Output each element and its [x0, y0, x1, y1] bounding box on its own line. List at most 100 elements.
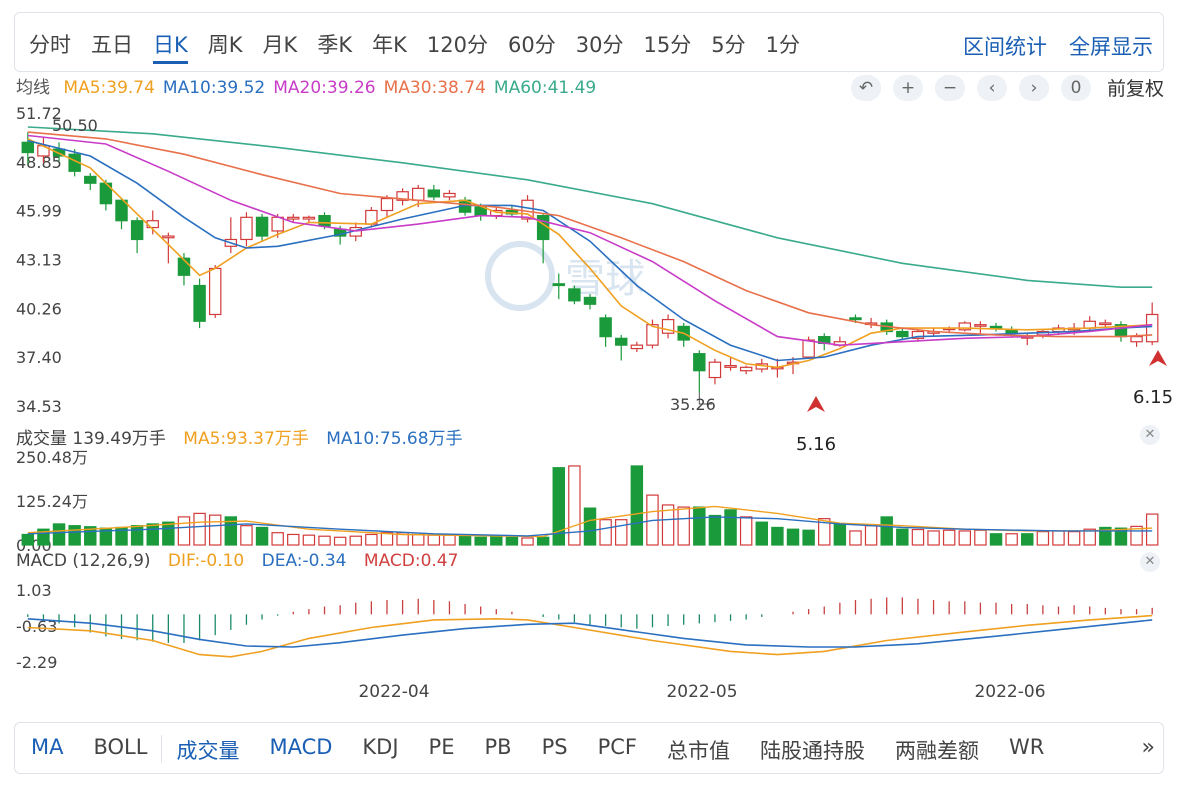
volume-bar: [333, 536, 347, 546]
period-tab-11[interactable]: 5分: [711, 33, 746, 57]
candle-body: [583, 296, 597, 305]
undo-icon[interactable]: ↶: [850, 74, 881, 101]
period-tab-5[interactable]: 季K: [317, 33, 353, 57]
volume-bar: [146, 523, 159, 546]
low-pointer-line: [698, 392, 712, 405]
period-tab-10[interactable]: 15分: [643, 33, 692, 57]
volume-bar: [365, 533, 378, 546]
period-tab-4[interactable]: 月K: [262, 33, 298, 57]
indicator-tab-9[interactable]: 总市值: [666, 739, 730, 763]
volume-bar: [1083, 528, 1096, 546]
candle-body: [552, 283, 565, 287]
volume-bar: [1067, 531, 1081, 546]
candle-body: [130, 220, 144, 241]
macd-axis-label: -2.29: [16, 653, 57, 672]
ma-line-ma60: [27, 126, 1153, 288]
period-tab-2[interactable]: 日K: [153, 31, 188, 64]
zoom-in-icon[interactable]: +: [892, 74, 923, 101]
volume-legend-main: 成交量 139.49万手: [16, 429, 166, 449]
candle-body: [318, 215, 331, 227]
indicator-tab-7[interactable]: PS: [541, 735, 568, 759]
period-tab-6[interactable]: 年K: [372, 33, 407, 57]
kline-chart[interactable]: 雪球51.7248.8545.9943.1340.2637.4034.5350.…: [0, 0, 1178, 720]
indicator-tab-2[interactable]: 成交量: [176, 739, 240, 763]
volume-bar: [458, 535, 472, 546]
indicator-tab-4[interactable]: KDJ: [362, 735, 399, 759]
indicator-tab-3[interactable]: MACD: [269, 735, 333, 759]
macd-dea-line: [27, 618, 1153, 648]
volume-bar: [755, 521, 769, 546]
period-tab-8[interactable]: 60分: [508, 33, 556, 57]
next-icon[interactable]: ›: [1018, 74, 1049, 101]
volume-bar: [162, 521, 175, 546]
ma-line-ma5: [27, 138, 1153, 369]
candle-body: [958, 322, 972, 331]
candle-body: [302, 216, 316, 220]
top-price-label: 50.50: [52, 116, 98, 135]
x-axis-label: 2022-04: [358, 682, 429, 702]
indicator-tab-8[interactable]: PCF: [597, 735, 637, 759]
volume-bar: [37, 528, 50, 546]
candle-body: [974, 324, 987, 327]
volume-legend: 成交量 139.49万手 MA5:93.37万手 MA10:75.68万手: [16, 424, 475, 449]
candle-body: [84, 175, 97, 184]
fullscreen-button[interactable]: 全屏显示: [1069, 35, 1153, 59]
prev-icon[interactable]: ‹: [976, 74, 1007, 101]
watermark-logo-icon: [485, 241, 555, 311]
volume-bar: [208, 514, 222, 546]
adjust-selector[interactable]: 前复权: [1106, 78, 1164, 100]
low-price-label: 35.26: [670, 395, 716, 414]
candle-body: [427, 189, 441, 198]
volume-bar: [864, 525, 878, 546]
price-axis-label: 43.13: [16, 250, 62, 269]
interval-stats-button[interactable]: 区间统计: [963, 35, 1047, 59]
volume-bar: [849, 530, 862, 546]
price-axis-label: 40.26: [16, 299, 62, 318]
volume-bar: [615, 519, 628, 546]
volume-bar: [1099, 526, 1112, 546]
candle-body: [396, 191, 409, 201]
volume-bar: [1130, 525, 1143, 546]
period-tab-0[interactable]: 分时: [29, 33, 71, 57]
reset-icon[interactable]: 0: [1060, 74, 1091, 101]
indicator-tab-12[interactable]: WR: [1008, 735, 1045, 759]
top-actions: 区间统计 全屏显示: [963, 31, 1153, 61]
volume-bar: [724, 509, 737, 546]
period-tab-3[interactable]: 周K: [207, 33, 243, 57]
indicator-tab-0[interactable]: MA: [31, 735, 64, 759]
volume-bar: [380, 532, 394, 546]
candle-body: [443, 192, 456, 198]
candle-body: [1099, 322, 1112, 326]
candle-body: [615, 337, 628, 346]
candle-body: [708, 361, 722, 379]
candle-body: [646, 324, 659, 346]
volume-bar: [568, 465, 581, 546]
ma-legend-item: MA60:41.49: [493, 78, 597, 98]
candle-body: [240, 216, 253, 241]
indicator-tab-1[interactable]: BOLL: [93, 735, 148, 759]
volume-bar: [1114, 527, 1128, 546]
volume-bar: [443, 534, 456, 546]
volume-bar: [193, 512, 206, 546]
event-marker-icon: [807, 396, 825, 412]
close-macd-icon[interactable]: ✕: [1140, 552, 1160, 572]
volume-bar: [974, 529, 987, 546]
period-tab-9[interactable]: 30分: [575, 33, 624, 57]
candle-body: [146, 220, 159, 229]
close-volume-icon[interactable]: ✕: [1140, 425, 1160, 445]
period-tab-7[interactable]: 120分: [426, 33, 488, 57]
volume-bar: [958, 530, 972, 546]
macd-axis-label: 1.03: [16, 581, 52, 600]
indicator-tab-5[interactable]: PE: [428, 735, 455, 759]
zoom-out-icon[interactable]: −: [934, 74, 965, 101]
candle-body: [849, 317, 862, 321]
volume-bar: [786, 528, 800, 546]
indicator-tab-6[interactable]: PB: [484, 735, 512, 759]
indicator-tab-11[interactable]: 两融差额: [894, 739, 979, 763]
indicator-tab-10[interactable]: 陆股通持股: [759, 739, 865, 763]
period-tab-12[interactable]: 1分: [765, 33, 800, 57]
period-tab-1[interactable]: 五日: [91, 33, 133, 57]
ma-legend-item: MA20:39.26: [273, 78, 376, 98]
candle-body: [177, 257, 191, 276]
more-indicators-button[interactable]: »: [1141, 735, 1155, 760]
